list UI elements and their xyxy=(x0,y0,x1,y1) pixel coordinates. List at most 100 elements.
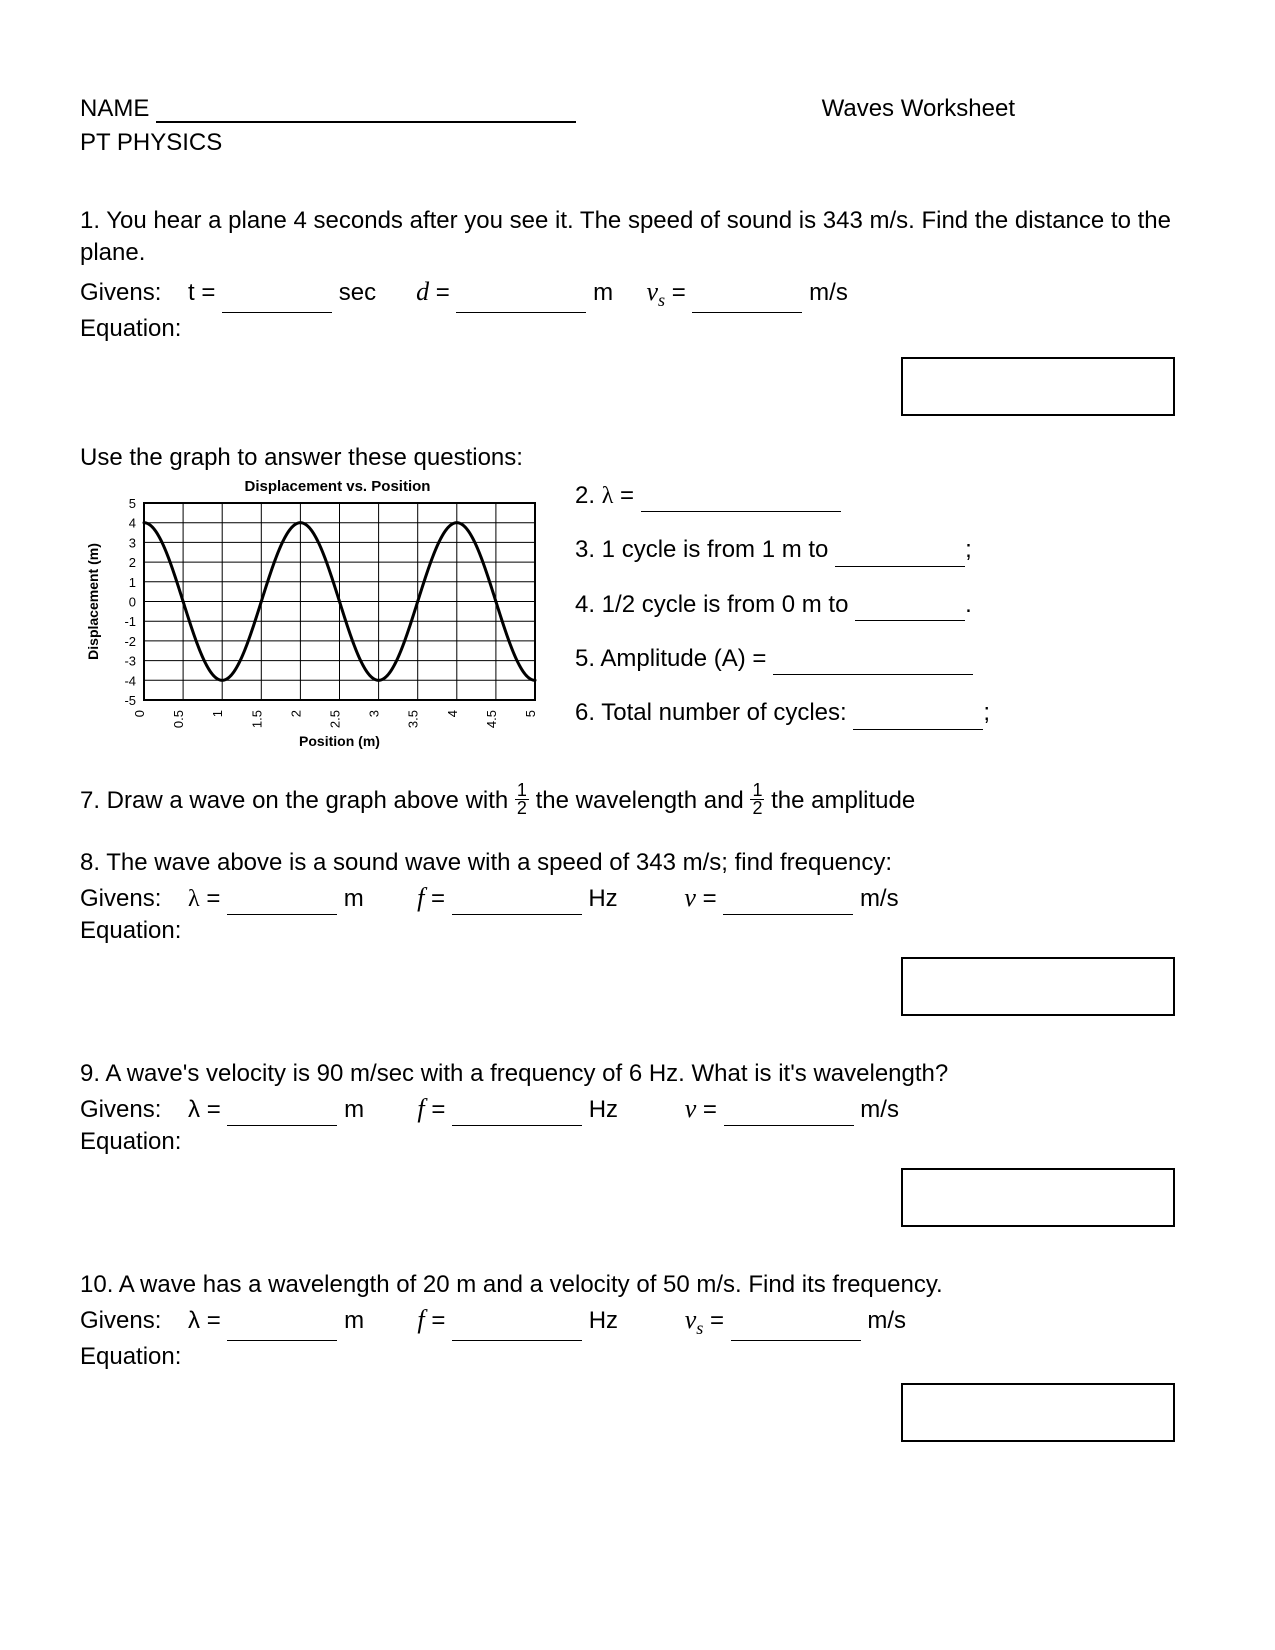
q10-answer-box[interactable] xyxy=(901,1383,1175,1442)
d-symbol: d xyxy=(416,277,429,306)
q8-givens: Givens: λ = m f = Hz v = m/s xyxy=(80,880,1195,915)
chart-title: Displacement vs. Position xyxy=(130,478,545,495)
q9-f-blank[interactable] xyxy=(452,1101,582,1126)
name-label: NAME xyxy=(80,95,149,122)
question-10: 10. A wave has a wavelength of 20 m and … xyxy=(80,1269,1195,1442)
t-label: t = xyxy=(188,279,215,306)
header-row: NAME Waves Worksheet xyxy=(80,95,1195,123)
svg-text:5: 5 xyxy=(523,710,538,717)
svg-text:5: 5 xyxy=(129,497,136,511)
graph-section: Displacement vs. Position -5 -4 -3 -2 -1 0 1 2 3… xyxy=(80,478,1195,752)
svg-text:0.5: 0.5 xyxy=(171,710,186,728)
q8-v-blank[interactable] xyxy=(723,890,853,915)
t-unit: sec xyxy=(339,279,376,306)
q10-equation-label: Equation: xyxy=(80,1341,1195,1373)
svg-text:-1: -1 xyxy=(124,614,136,629)
q9-text: 9. A wave's velocity is 90 m/sec with a … xyxy=(80,1058,1195,1090)
q1-text: 1. You hear a plane 4 seconds after you … xyxy=(80,205,1195,270)
worksheet-page: NAME Waves Worksheet PT PHYSICS 1. You h… xyxy=(0,0,1275,1650)
q1-equation-label: Equation: xyxy=(80,313,1195,345)
name-field: NAME xyxy=(80,95,576,123)
vs-symbol: vs xyxy=(647,277,666,306)
question-3: 3. 1 cycle is from 1 m to ; xyxy=(575,534,990,566)
svg-text:-3: -3 xyxy=(124,654,136,669)
q9-answer-box[interactable] xyxy=(901,1168,1175,1227)
q9-givens: Givens: λ = m f = Hz v = m/s xyxy=(80,1091,1195,1126)
q9-equation-label: Equation: xyxy=(80,1126,1195,1158)
svg-text:3: 3 xyxy=(367,710,382,717)
svg-text:2: 2 xyxy=(129,555,136,570)
f-symbol: f xyxy=(417,1305,424,1334)
q6-blank[interactable] xyxy=(853,705,983,730)
half-fraction-1: 12 xyxy=(515,782,529,817)
question-2: 2. λ = xyxy=(575,480,990,512)
q10-text: 10. A wave has a wavelength of 20 m and … xyxy=(80,1269,1195,1301)
svg-text:2: 2 xyxy=(288,710,303,717)
subtitle: PT PHYSICS xyxy=(80,129,1195,157)
svg-text:3: 3 xyxy=(129,535,136,550)
d-eq: = xyxy=(429,279,450,306)
question-6: 6. Total number of cycles: ; xyxy=(575,697,990,729)
svg-text:Position (m): Position (m) xyxy=(299,733,380,749)
q9-lambda-blank[interactable] xyxy=(227,1101,337,1126)
half-fraction-2: 12 xyxy=(750,782,764,817)
displacement-chart: -5 -4 -3 -2 -1 0 1 2 3 4 5 0 0.5 1 1.5 2 2.5 3 3.5 4 4.5 5 Dis… xyxy=(80,497,545,752)
graph-intro: Use the graph to answer these questions: xyxy=(80,444,1195,472)
question-1: 1. You hear a plane 4 seconds after you … xyxy=(80,205,1195,416)
q10-f-blank[interactable] xyxy=(452,1316,582,1341)
q1-givens: Givens: t = sec d = m vs = m/s xyxy=(80,274,1195,313)
title-right: Waves Worksheet xyxy=(822,95,1015,123)
q1-answer-box[interactable] xyxy=(901,357,1175,416)
q10-givens: Givens: λ = m f = Hz vs = m/s xyxy=(80,1302,1195,1341)
q3-blank[interactable] xyxy=(835,542,965,567)
lambda-symbol: λ xyxy=(188,886,200,912)
q10-lambda-blank[interactable] xyxy=(227,1316,337,1341)
svg-text:0: 0 xyxy=(129,594,136,609)
vs-eq: = xyxy=(665,279,686,306)
q8-equation-label: Equation: xyxy=(80,915,1195,947)
svg-text:Displacement (m): Displacement (m) xyxy=(85,543,101,660)
d-unit: m xyxy=(593,279,613,306)
q2-blank[interactable] xyxy=(641,487,841,512)
svg-text:4: 4 xyxy=(129,516,136,531)
svg-text:-2: -2 xyxy=(124,634,136,649)
v-symbol: v xyxy=(685,1094,697,1123)
q4-blank[interactable] xyxy=(855,596,965,621)
q9-v-blank[interactable] xyxy=(724,1101,854,1126)
question-8: 8. The wave above is a sound wave with a… xyxy=(80,847,1195,1016)
svg-text:1: 1 xyxy=(129,575,136,590)
lambda-symbol: λ xyxy=(188,1096,200,1123)
question-9: 9. A wave's velocity is 90 m/sec with a … xyxy=(80,1058,1195,1227)
vs-blank[interactable] xyxy=(692,288,802,313)
side-questions: 2. λ = 3. 1 cycle is from 1 m to ; 4. 1/… xyxy=(575,480,990,730)
svg-text:3.5: 3.5 xyxy=(406,710,421,728)
d-blank[interactable] xyxy=(456,288,586,313)
q10-v-blank[interactable] xyxy=(731,1316,861,1341)
givens-label: Givens: xyxy=(80,279,161,306)
question-7: 7. Draw a wave on the graph above with 1… xyxy=(80,782,1195,817)
svg-text:-5: -5 xyxy=(124,693,136,708)
name-blank[interactable] xyxy=(156,96,576,123)
svg-text:1: 1 xyxy=(210,710,225,717)
t-blank[interactable] xyxy=(222,288,332,313)
svg-text:0: 0 xyxy=(132,710,147,717)
question-5: 5. Amplitude (A) = xyxy=(575,643,990,675)
svg-text:2.5: 2.5 xyxy=(328,710,343,728)
q8-text: 8. The wave above is a sound wave with a… xyxy=(80,847,1195,879)
chart-area: Displacement vs. Position -5 -4 -3 -2 -1 0 1 2 3… xyxy=(80,478,545,752)
svg-text:1.5: 1.5 xyxy=(249,710,264,728)
question-4: 4. 1/2 cycle is from 0 m to . xyxy=(575,589,990,621)
q8-f-blank[interactable] xyxy=(452,890,582,915)
q8-lambda-blank[interactable] xyxy=(227,890,337,915)
vs-unit: m/s xyxy=(809,279,848,306)
lambda-symbol: λ xyxy=(602,483,614,509)
lambda-symbol: λ xyxy=(188,1307,200,1334)
svg-text:4.5: 4.5 xyxy=(484,710,499,728)
svg-text:-4: -4 xyxy=(124,673,136,688)
f-symbol: f xyxy=(417,1094,424,1123)
v-symbol: v xyxy=(684,883,696,912)
q5-blank[interactable] xyxy=(773,650,973,675)
svg-text:4: 4 xyxy=(445,710,460,717)
vs-symbol: vs xyxy=(685,1305,704,1334)
q8-answer-box[interactable] xyxy=(901,957,1175,1016)
